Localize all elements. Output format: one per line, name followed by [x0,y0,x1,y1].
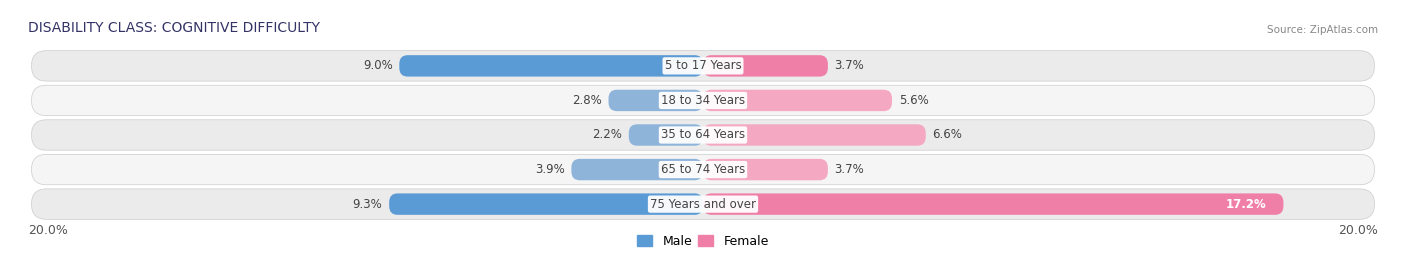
FancyBboxPatch shape [389,193,703,215]
Text: 35 to 64 Years: 35 to 64 Years [661,129,745,141]
Text: 9.3%: 9.3% [353,198,382,211]
Text: 5 to 17 Years: 5 to 17 Years [665,59,741,72]
Text: Source: ZipAtlas.com: Source: ZipAtlas.com [1267,25,1378,35]
Text: 2.2%: 2.2% [592,129,621,141]
FancyBboxPatch shape [703,124,925,146]
Text: 75 Years and over: 75 Years and over [650,198,756,211]
FancyBboxPatch shape [703,159,828,180]
FancyBboxPatch shape [609,90,703,111]
Text: DISABILITY CLASS: COGNITIVE DIFFICULTY: DISABILITY CLASS: COGNITIVE DIFFICULTY [28,21,321,35]
Text: 18 to 34 Years: 18 to 34 Years [661,94,745,107]
FancyBboxPatch shape [31,120,1375,150]
FancyBboxPatch shape [31,51,1375,81]
Text: 2.8%: 2.8% [572,94,602,107]
FancyBboxPatch shape [703,90,891,111]
FancyBboxPatch shape [399,55,703,77]
FancyBboxPatch shape [571,159,703,180]
FancyBboxPatch shape [703,193,1284,215]
Text: 3.7%: 3.7% [835,59,865,72]
Text: 65 to 74 Years: 65 to 74 Years [661,163,745,176]
Legend: Male, Female: Male, Female [633,230,773,253]
Text: 20.0%: 20.0% [28,224,67,237]
Text: 5.6%: 5.6% [898,94,928,107]
Text: 3.9%: 3.9% [534,163,565,176]
Text: 20.0%: 20.0% [1339,224,1378,237]
Text: 3.7%: 3.7% [835,163,865,176]
FancyBboxPatch shape [31,154,1375,185]
FancyBboxPatch shape [31,189,1375,219]
FancyBboxPatch shape [31,85,1375,116]
Text: 6.6%: 6.6% [932,129,962,141]
Text: 9.0%: 9.0% [363,59,392,72]
FancyBboxPatch shape [703,55,828,77]
Text: 17.2%: 17.2% [1226,198,1267,211]
FancyBboxPatch shape [628,124,703,146]
